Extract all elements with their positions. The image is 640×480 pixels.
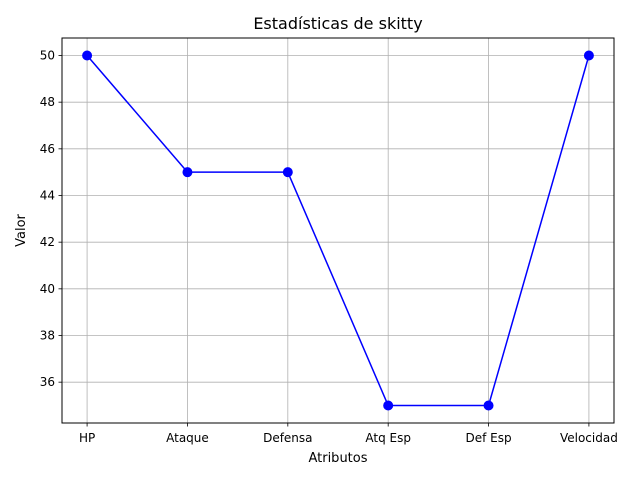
y-axis-ticks: 36 38 40 42 44 46 48 50 bbox=[40, 49, 62, 389]
data-point bbox=[383, 400, 394, 411]
y-tick-label: 42 bbox=[40, 235, 55, 249]
plot-frame bbox=[61, 37, 615, 424]
y-tick-label: 50 bbox=[40, 49, 55, 63]
x-tick-label: Defensa bbox=[263, 431, 312, 445]
data-point bbox=[282, 167, 293, 178]
x-tick-label: Def Esp bbox=[465, 431, 511, 445]
x-axis-ticks: HP Ataque Defensa Atq Esp Def Esp Velocidad bbox=[79, 423, 618, 445]
series-line bbox=[86, 55, 590, 407]
x-axis-label: Atributos bbox=[308, 451, 367, 466]
grid bbox=[62, 38, 614, 423]
series-layer bbox=[82, 50, 594, 411]
y-tick-label: 38 bbox=[40, 329, 55, 343]
data-point bbox=[583, 50, 594, 61]
x-tick-label: Ataque bbox=[166, 431, 209, 445]
y-axis-label: Valor bbox=[14, 213, 29, 246]
x-tick-label: HP bbox=[79, 431, 95, 445]
y-tick-label: 36 bbox=[40, 375, 55, 389]
data-point bbox=[82, 50, 93, 61]
y-tick-label: 44 bbox=[40, 189, 55, 203]
y-tick-label: 48 bbox=[40, 95, 55, 109]
data-point bbox=[483, 400, 494, 411]
x-tick-label: Atq Esp bbox=[365, 431, 411, 445]
chart-title: Estadísticas de skitty bbox=[253, 14, 422, 33]
y-tick-label: 40 bbox=[40, 282, 55, 296]
y-tick-label: 46 bbox=[40, 142, 55, 156]
data-point bbox=[182, 167, 193, 178]
x-tick-label: Velocidad bbox=[560, 431, 618, 445]
